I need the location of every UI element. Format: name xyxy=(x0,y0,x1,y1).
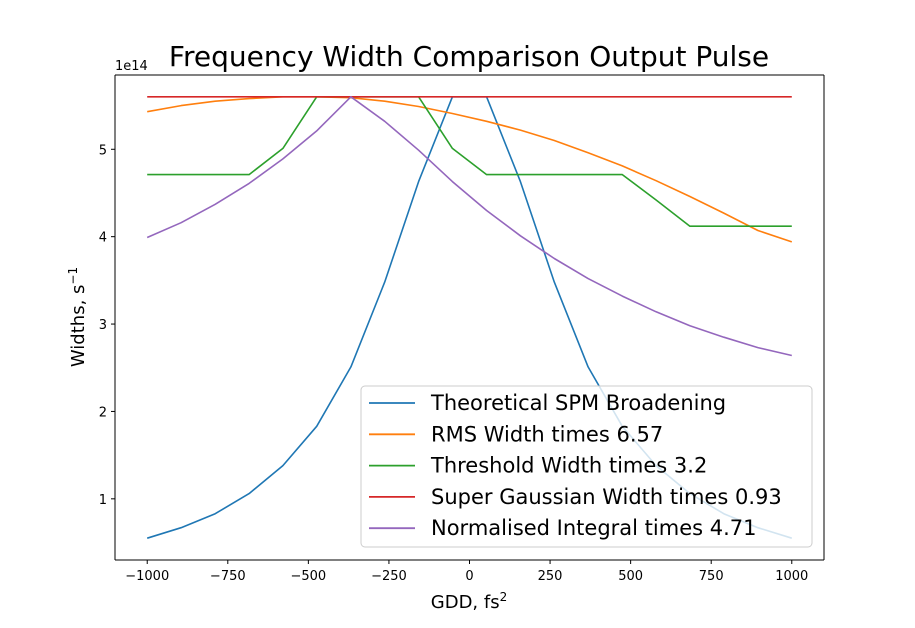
x-axis-label-text: GDD, fs xyxy=(431,592,500,613)
x-tick-label: 250 xyxy=(538,569,563,584)
x-axis-label-superscript: 2 xyxy=(500,590,508,604)
y-tick-label: 2 xyxy=(99,405,107,420)
y-tick-label: 3 xyxy=(99,318,107,333)
legend-label-3: Super Gaussian Width times 0.93 xyxy=(431,485,782,509)
legend-label-0: Theoretical SPM Broadening xyxy=(430,391,726,415)
chart-title: Frequency Width Comparison Output Pulse xyxy=(169,40,769,73)
series-line-1 xyxy=(147,96,793,243)
y-tick-label: 5 xyxy=(99,143,107,158)
legend-box xyxy=(360,385,813,548)
x-tick-label: 500 xyxy=(618,569,643,584)
series-line-2 xyxy=(147,96,792,227)
legend: Theoretical SPM Broadening RMS Width time… xyxy=(360,385,813,548)
x-axis-ticks: −1000 −750 −500 −250 0 250 500 750 1000 xyxy=(125,560,808,584)
y-axis-ticks: 1 2 3 4 5 xyxy=(99,143,115,508)
y-offset-label: 1e14 xyxy=(115,59,148,74)
x-tick-label: 0 xyxy=(465,569,473,584)
x-tick-label: −500 xyxy=(291,569,327,584)
x-tick-label: 1000 xyxy=(775,569,808,584)
legend-label-2: Threshold Width times 3.2 xyxy=(430,454,707,478)
series-line-4 xyxy=(146,96,792,357)
legend-label-4: Normalised Integral times 4.71 xyxy=(431,516,757,540)
y-axis-label: Widths, s−1 xyxy=(66,267,89,367)
y-tick-label: 1 xyxy=(99,493,107,508)
y-axis-label-superscript: −1 xyxy=(66,267,80,285)
y-axis-label-text: Widths, s xyxy=(68,285,89,368)
x-tick-label: −1000 xyxy=(125,569,169,584)
x-axis-label: GDD, fs2 xyxy=(431,590,507,613)
x-tick-label: −750 xyxy=(210,569,246,584)
legend-label-1: RMS Width times 6.57 xyxy=(431,422,663,446)
y-tick-label: 4 xyxy=(99,231,107,246)
x-tick-label: −250 xyxy=(371,569,407,584)
x-tick-label: 750 xyxy=(699,569,724,584)
